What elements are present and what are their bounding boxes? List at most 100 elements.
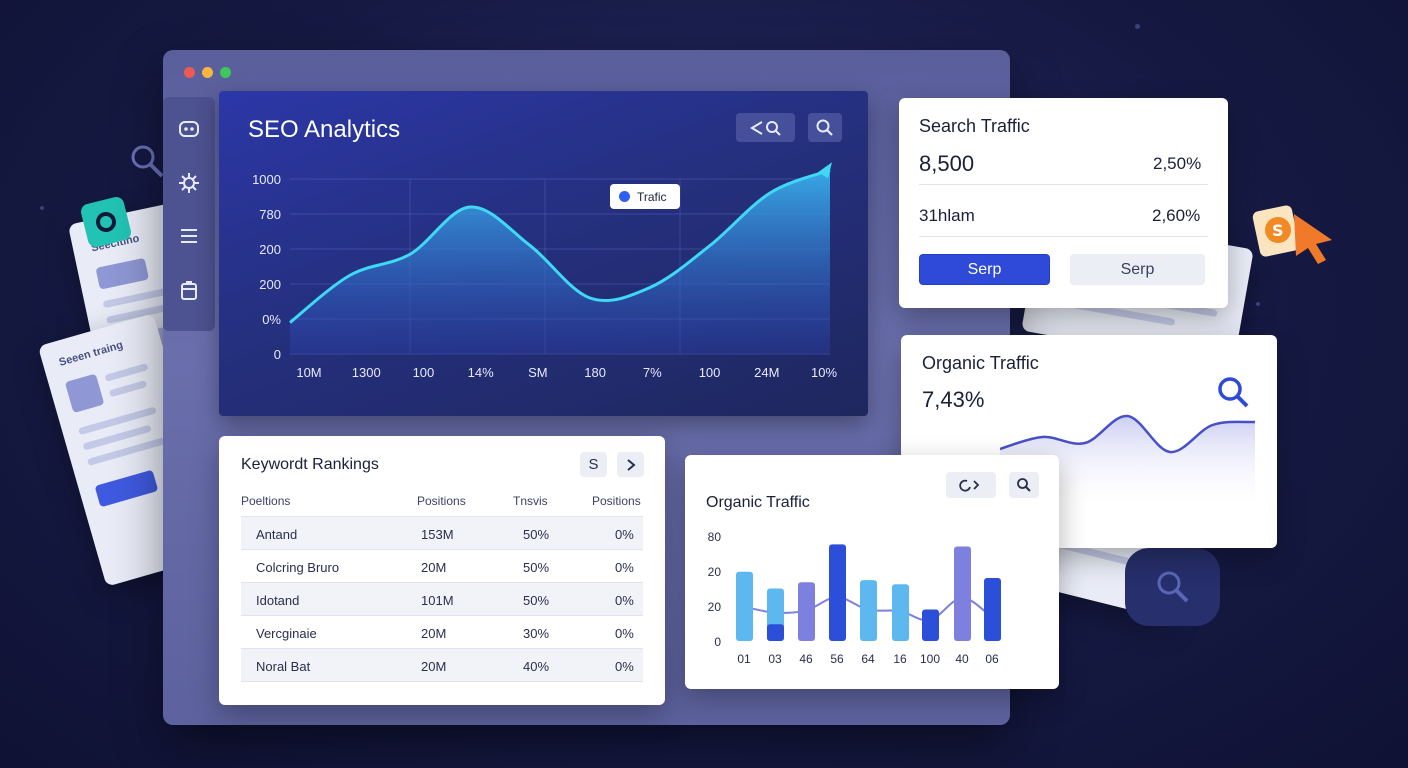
tnsvis-cell: 40% bbox=[523, 659, 550, 674]
keyword-s-button[interactable]: S bbox=[580, 452, 607, 477]
x-tick-label: 1300 bbox=[352, 365, 381, 380]
positions-cell: 20M bbox=[421, 560, 447, 575]
organic-traffic-bar-chart: 80 20 20 0 01 03 46 56 64 16 100 40 06 bbox=[708, 530, 1001, 666]
keyword-s-label: S bbox=[588, 456, 599, 473]
change-cell: 0% bbox=[615, 659, 634, 674]
bar-overlay bbox=[984, 578, 1001, 641]
search-traffic-pct: 2,50% bbox=[1153, 154, 1202, 173]
keyword-cell: Antand bbox=[256, 527, 298, 542]
x-tick-label: 16 bbox=[893, 652, 907, 666]
search-button[interactable] bbox=[1009, 472, 1039, 498]
chart-legend: Trafic bbox=[610, 184, 680, 209]
organic-traffic-summary-value: 7,43% bbox=[922, 387, 985, 412]
search-traffic-title: Search Traffic bbox=[919, 116, 1030, 136]
x-tick-label: 56 bbox=[830, 652, 844, 666]
x-tick-label: 100 bbox=[920, 652, 940, 666]
serp-secondary-button[interactable]: Serp bbox=[1070, 254, 1205, 285]
x-tick-label: 01 bbox=[737, 652, 751, 666]
bar bbox=[736, 571, 753, 641]
x-tick-label: 10% bbox=[811, 365, 837, 380]
orange-cursor-icon: S bbox=[1250, 200, 1342, 275]
x-tick-label: 06 bbox=[985, 652, 999, 666]
window-maximize-dot[interactable] bbox=[220, 67, 231, 78]
divider bbox=[241, 516, 643, 517]
x-tick-label: 64 bbox=[861, 652, 875, 666]
x-tick-label: 14% bbox=[468, 365, 494, 380]
table-row[interactable]: Antand 153M 50% 0% bbox=[241, 517, 643, 550]
search-traffic-value: 8,500 bbox=[919, 151, 975, 176]
table-row[interactable]: Noral Bat 20M 40% 0% bbox=[241, 649, 643, 682]
positions-cell: 20M bbox=[421, 659, 447, 674]
star-dot bbox=[1135, 24, 1140, 29]
column-header: Poeltions bbox=[241, 494, 291, 508]
keyword-rankings-title: Keywordt Rankings bbox=[241, 456, 379, 473]
table-row[interactable]: Colcring Bruro 20M 50% 0% bbox=[241, 550, 643, 583]
tnsvis-cell: 50% bbox=[523, 527, 550, 542]
legend-swatch bbox=[619, 191, 630, 202]
list-icon[interactable] bbox=[177, 224, 201, 248]
deco-paper-title: Seeen traing bbox=[57, 339, 125, 369]
y-tick-label: 0% bbox=[262, 312, 281, 327]
bar bbox=[892, 584, 909, 641]
y-tick-label: 0 bbox=[274, 347, 281, 362]
x-tick-label: 10M bbox=[296, 365, 321, 380]
share-search-button[interactable] bbox=[736, 113, 795, 142]
trend-arrow-icon bbox=[818, 162, 832, 179]
x-tick-label: SM bbox=[528, 365, 548, 380]
positions-cell: 101M bbox=[421, 593, 454, 608]
window-close-dot[interactable] bbox=[184, 67, 195, 78]
x-tick-label: 100 bbox=[699, 365, 721, 380]
x-tick-label: 03 bbox=[768, 652, 782, 666]
bar bbox=[798, 582, 815, 641]
share-search-icon bbox=[749, 120, 781, 136]
search-icon bbox=[1017, 478, 1031, 492]
column-header: Positions bbox=[592, 494, 641, 508]
change-cell: 0% bbox=[615, 560, 634, 575]
y-tick-label: 200 bbox=[259, 277, 281, 292]
search-icon bbox=[816, 119, 833, 136]
magnifier-bubble-icon bbox=[1125, 548, 1220, 626]
bar bbox=[860, 580, 877, 641]
traffic-line bbox=[289, 168, 831, 324]
change-cell: 0% bbox=[615, 593, 634, 608]
table-row[interactable]: Idotand 101M 50% 0% bbox=[241, 583, 643, 616]
y-tick-label: 780 bbox=[259, 207, 281, 222]
column-header: Tnsvis bbox=[513, 494, 548, 508]
keyword-next-button[interactable] bbox=[617, 452, 644, 477]
change-cell: 0% bbox=[615, 527, 634, 542]
y-tick-label: 0 bbox=[714, 635, 721, 649]
tnsvis-cell: 50% bbox=[523, 593, 550, 608]
table-row[interactable]: Vercginaie 20M 30% 0% bbox=[241, 616, 643, 649]
y-tick-label: 80 bbox=[708, 530, 722, 544]
window-minimize-dot[interactable] bbox=[202, 67, 213, 78]
page-title: SEO Analytics bbox=[248, 116, 401, 143]
search-icon[interactable] bbox=[1215, 374, 1253, 417]
organic-traffic-line-chart bbox=[1000, 414, 1255, 510]
bar bbox=[829, 544, 846, 641]
gear-icon[interactable] bbox=[177, 171, 201, 195]
tnsvis-cell: 50% bbox=[523, 560, 550, 575]
x-tick-label: 40 bbox=[955, 652, 969, 666]
keyword-cell: Vercginaie bbox=[256, 626, 317, 641]
clipboard-icon[interactable] bbox=[177, 279, 201, 303]
chevron-right-icon bbox=[626, 458, 636, 471]
magnifier-deco-icon bbox=[128, 142, 168, 187]
keyword-cell: Noral Bat bbox=[256, 659, 311, 674]
traffic-area-chart: 1000 780 200 200 0% 0 10M 1300 100 14% SM 180 7% 100 2… bbox=[252, 162, 837, 380]
bar bbox=[922, 609, 939, 641]
x-tick-label: 180 bbox=[584, 365, 606, 380]
serp-primary-button[interactable]: Serp bbox=[919, 254, 1050, 285]
y-tick-label: 20 bbox=[708, 565, 722, 579]
search-traffic-sub-pct: 2,60% bbox=[1152, 206, 1201, 225]
y-tick-label: 20 bbox=[708, 600, 722, 614]
refresh-button[interactable] bbox=[946, 472, 996, 498]
column-header: Positions bbox=[417, 494, 466, 508]
search-button[interactable] bbox=[808, 113, 842, 142]
change-cell: 0% bbox=[615, 626, 634, 641]
refresh-icon bbox=[959, 479, 980, 492]
teal-refresh-icon bbox=[79, 195, 133, 249]
traffic-area bbox=[290, 170, 830, 354]
robot-icon[interactable] bbox=[177, 117, 201, 141]
divider bbox=[919, 236, 1208, 237]
svg-text:S: S bbox=[1272, 221, 1284, 240]
